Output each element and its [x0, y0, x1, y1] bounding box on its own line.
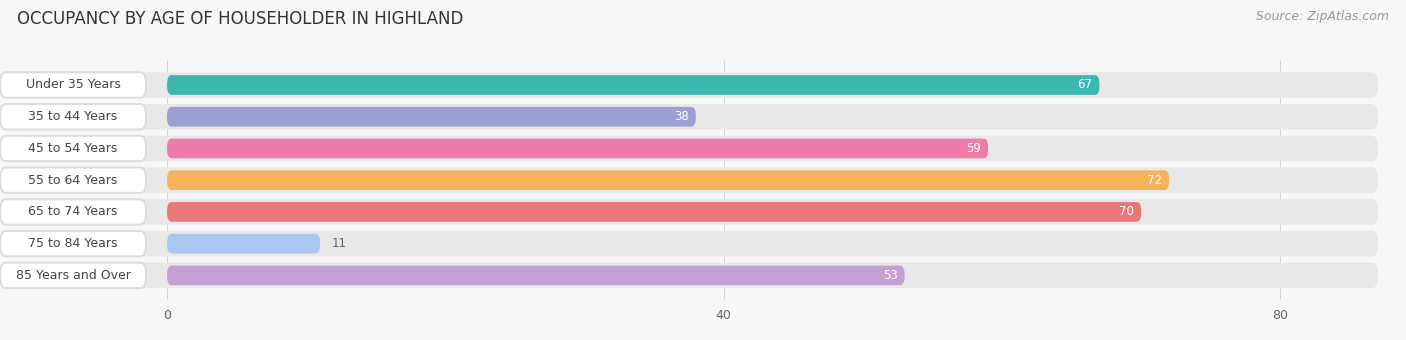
- FancyBboxPatch shape: [0, 231, 146, 256]
- Text: 38: 38: [675, 110, 689, 123]
- FancyBboxPatch shape: [0, 231, 1378, 256]
- FancyBboxPatch shape: [0, 104, 146, 130]
- Text: 85 Years and Over: 85 Years and Over: [15, 269, 131, 282]
- Text: 35 to 44 Years: 35 to 44 Years: [28, 110, 118, 123]
- Text: 11: 11: [332, 237, 346, 250]
- FancyBboxPatch shape: [0, 72, 146, 98]
- FancyBboxPatch shape: [0, 199, 146, 225]
- Text: 75 to 84 Years: 75 to 84 Years: [28, 237, 118, 250]
- FancyBboxPatch shape: [167, 75, 1099, 95]
- FancyBboxPatch shape: [167, 234, 321, 254]
- FancyBboxPatch shape: [0, 168, 146, 193]
- Text: 67: 67: [1077, 79, 1092, 91]
- FancyBboxPatch shape: [0, 104, 1378, 130]
- FancyBboxPatch shape: [167, 139, 988, 158]
- FancyBboxPatch shape: [0, 136, 1378, 161]
- FancyBboxPatch shape: [167, 107, 696, 126]
- Text: 53: 53: [883, 269, 897, 282]
- FancyBboxPatch shape: [0, 168, 1378, 193]
- FancyBboxPatch shape: [0, 263, 1378, 288]
- FancyBboxPatch shape: [0, 199, 1378, 225]
- FancyBboxPatch shape: [0, 136, 146, 161]
- Text: 45 to 54 Years: 45 to 54 Years: [28, 142, 118, 155]
- Text: 65 to 74 Years: 65 to 74 Years: [28, 205, 118, 218]
- Text: 55 to 64 Years: 55 to 64 Years: [28, 174, 118, 187]
- Text: 70: 70: [1119, 205, 1135, 218]
- FancyBboxPatch shape: [167, 202, 1142, 222]
- Text: 72: 72: [1147, 174, 1163, 187]
- Text: Under 35 Years: Under 35 Years: [25, 79, 121, 91]
- FancyBboxPatch shape: [0, 72, 1378, 98]
- FancyBboxPatch shape: [0, 263, 146, 288]
- Text: Source: ZipAtlas.com: Source: ZipAtlas.com: [1256, 10, 1389, 23]
- FancyBboxPatch shape: [167, 170, 1170, 190]
- FancyBboxPatch shape: [167, 266, 904, 285]
- Text: OCCUPANCY BY AGE OF HOUSEHOLDER IN HIGHLAND: OCCUPANCY BY AGE OF HOUSEHOLDER IN HIGHL…: [17, 10, 463, 28]
- Text: 59: 59: [966, 142, 981, 155]
